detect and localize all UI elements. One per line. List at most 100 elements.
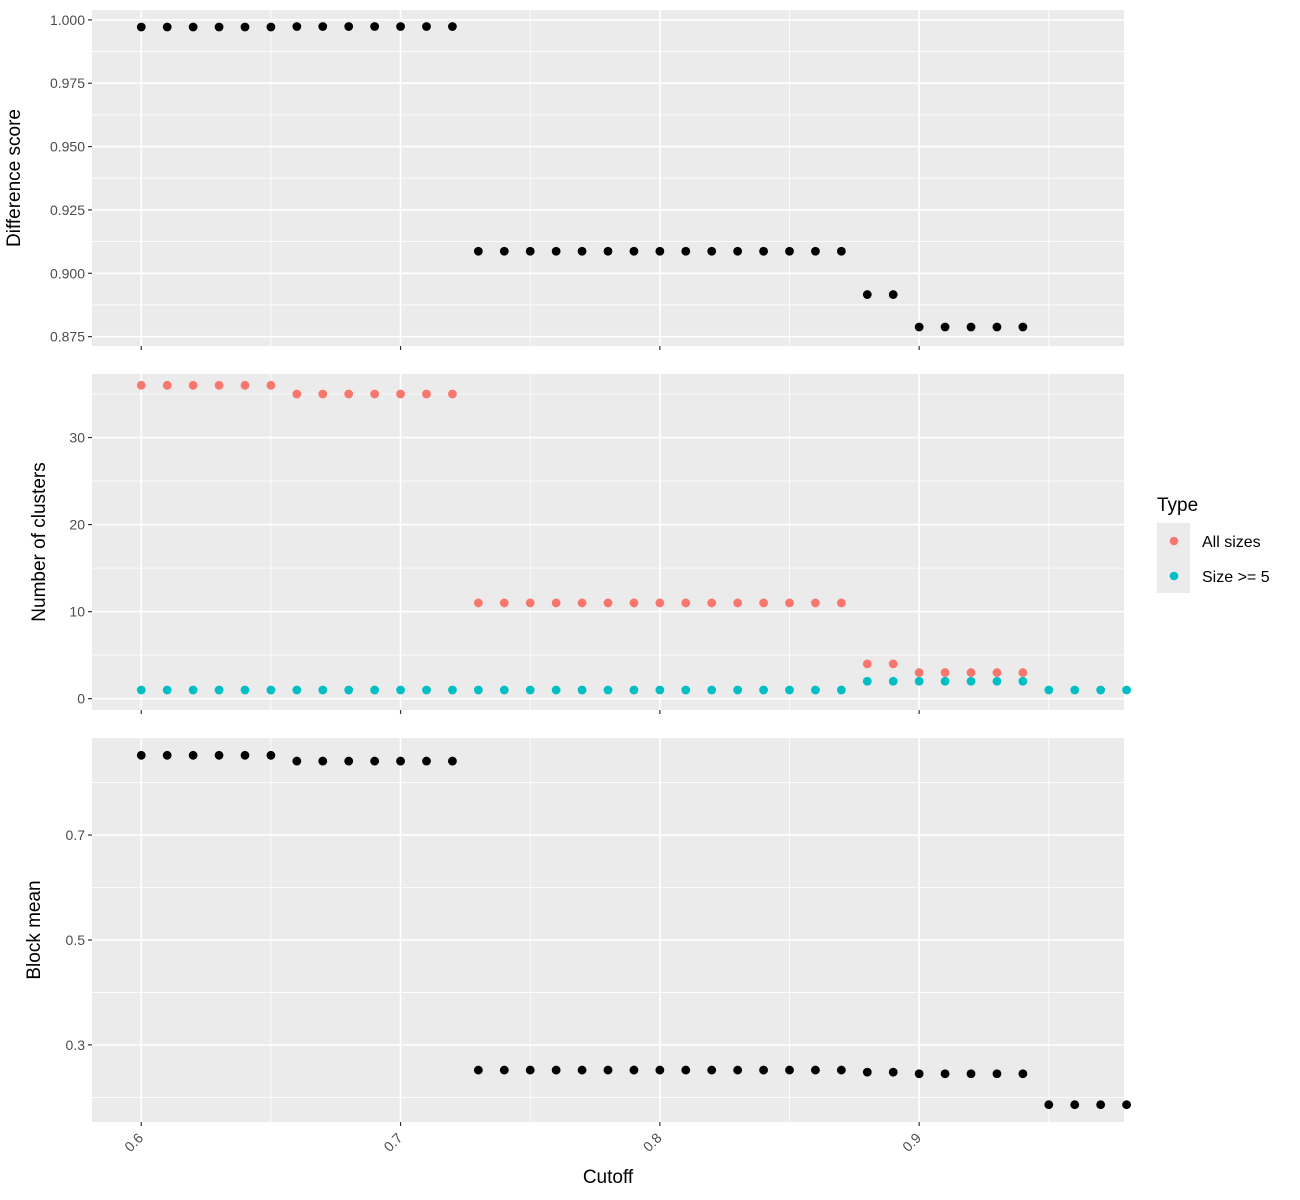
chart-panels: 0.875 0.900 0.925 0.950 0.975 1.000 Difference… [4, 10, 1131, 1155]
data-point [136, 380, 146, 390]
data-point [811, 1065, 820, 1075]
legend-title: Type [1157, 495, 1198, 516]
data-point [681, 685, 691, 695]
data-point [473, 246, 483, 256]
data-point [862, 659, 872, 669]
legend: Type All sizes Size >= 5 [1157, 495, 1270, 593]
data-point [655, 1065, 665, 1075]
x-tick-label: 0.8 [640, 1129, 665, 1154]
data-point [759, 1065, 768, 1075]
y-tick-label: 20 [69, 517, 85, 533]
data-point [370, 389, 380, 399]
data-point [188, 685, 198, 695]
data-point [888, 290, 898, 299]
legend-label-all-sizes: All sizes [1202, 534, 1261, 551]
data-point [707, 246, 717, 256]
data-point [966, 676, 976, 686]
data-point [992, 1069, 1002, 1079]
y-tick-label: 0.975 [50, 75, 85, 91]
data-point [525, 685, 535, 695]
data-point [136, 685, 146, 695]
data-point [577, 1065, 587, 1075]
data-point [785, 1065, 794, 1075]
data-point [707, 598, 717, 608]
legend-key-all-sizes [1169, 536, 1179, 546]
data-point [811, 598, 820, 608]
data-point [577, 598, 587, 608]
data-point [940, 322, 950, 332]
data-point [318, 685, 328, 695]
data-point [914, 1069, 924, 1079]
data-point [733, 685, 743, 695]
y-tick-label: 0.925 [50, 202, 85, 218]
data-point [785, 246, 794, 256]
data-point [1096, 685, 1106, 695]
data-point [1044, 685, 1054, 695]
data-point [188, 22, 198, 32]
data-point [707, 1065, 717, 1075]
data-point [473, 598, 483, 608]
data-point [448, 22, 457, 31]
data-point [266, 380, 276, 390]
y-tick-label: 0.900 [50, 265, 85, 281]
x-axis-title: Cutoff [583, 1167, 634, 1188]
legend-key-background [1157, 523, 1190, 593]
series-size-5 [136, 676, 1131, 695]
data-point [162, 22, 172, 32]
data-point [240, 685, 250, 695]
data-point [344, 22, 354, 31]
data-point [1018, 1069, 1028, 1079]
data-point [422, 685, 431, 695]
data-point [1122, 1100, 1131, 1110]
data-point [292, 685, 302, 695]
data-point [370, 22, 380, 31]
data-point [992, 322, 1002, 332]
data-point [759, 685, 768, 695]
data-point [499, 685, 509, 695]
data-point [214, 22, 224, 32]
data-point [629, 246, 639, 256]
data-point [1096, 1100, 1106, 1110]
data-point [733, 598, 743, 608]
y-tick-label: 1.000 [50, 12, 85, 28]
x-tick-label: 0.6 [121, 1129, 146, 1154]
data-point [551, 598, 561, 608]
data-point [629, 598, 639, 608]
panel-background [92, 374, 1124, 710]
data-point [214, 380, 224, 390]
data-point [888, 659, 898, 669]
data-point [551, 685, 561, 695]
data-point [396, 389, 405, 399]
x-tick-label: 0.9 [899, 1129, 924, 1154]
data-point [862, 290, 872, 299]
y-tick-label: 10 [69, 604, 85, 620]
data-point [214, 685, 224, 695]
data-point [733, 1065, 743, 1075]
data-point [655, 246, 665, 256]
data-point [940, 668, 950, 677]
data-point [1018, 676, 1028, 686]
panel-3: 0.3 0.5 0.7 Block mean [24, 738, 1131, 1126]
series-all-sizes [136, 380, 1028, 677]
data-point [1018, 668, 1028, 677]
data-point [344, 389, 354, 399]
y-axis-title: Number of clusters [29, 462, 50, 621]
data-point [577, 685, 587, 695]
y-tick-label: 0.7 [66, 827, 86, 843]
data-point [992, 676, 1002, 686]
data-point [966, 668, 976, 677]
data-point [577, 246, 587, 256]
data-point [603, 685, 613, 695]
y-tick-label: 0.950 [50, 139, 85, 155]
data-point [473, 1065, 483, 1075]
data-point [344, 756, 354, 766]
data-point [629, 685, 639, 695]
data-point [188, 750, 198, 760]
data-point [1044, 1100, 1054, 1110]
data-point [136, 750, 146, 760]
data-point [836, 246, 846, 256]
data-point [318, 756, 328, 766]
series-points [136, 750, 1131, 1110]
data-point [525, 246, 535, 256]
